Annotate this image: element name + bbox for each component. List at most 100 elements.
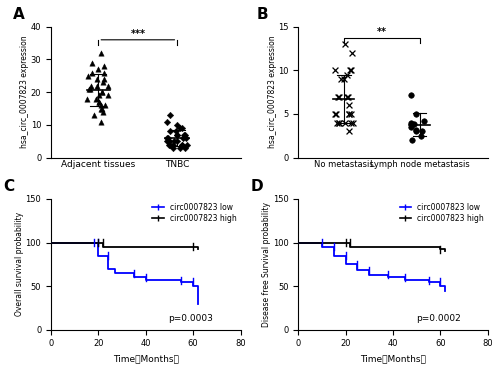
Point	[98, 105, 106, 111]
Point	[418, 128, 426, 134]
Point	[408, 92, 416, 98]
Point	[170, 145, 177, 151]
Point	[341, 120, 349, 126]
Point	[102, 102, 110, 108]
Point	[88, 70, 96, 75]
Text: A: A	[13, 7, 25, 22]
Point	[88, 60, 96, 65]
Point	[412, 127, 420, 133]
Point	[84, 96, 92, 102]
Point	[338, 76, 345, 82]
Point	[330, 111, 338, 117]
Text: C: C	[4, 179, 15, 194]
Point	[100, 70, 108, 75]
Point	[173, 132, 181, 138]
Text: ***: ***	[130, 29, 146, 39]
Point	[93, 83, 101, 88]
Point	[84, 73, 92, 79]
Point	[98, 50, 106, 56]
Y-axis label: Disease free Survival probability: Disease free Survival probability	[262, 202, 272, 327]
Text: p=0.0003: p=0.0003	[168, 314, 214, 323]
Point	[172, 122, 180, 128]
Text: p=0.0002: p=0.0002	[416, 314, 461, 323]
Point	[178, 142, 186, 148]
Point	[176, 145, 184, 151]
Y-axis label: hsa_circ_0007823 expression: hsa_circ_0007823 expression	[20, 36, 29, 148]
Point	[173, 138, 181, 144]
Point	[162, 138, 170, 144]
Point	[181, 145, 189, 151]
Point	[407, 120, 415, 126]
Point	[164, 138, 172, 144]
Point	[180, 132, 188, 138]
Point	[94, 66, 102, 72]
Point	[165, 142, 173, 148]
Point	[178, 142, 186, 148]
Point	[335, 94, 343, 100]
Point	[178, 125, 186, 131]
Point	[97, 105, 105, 111]
Point	[181, 132, 189, 138]
Point	[412, 128, 420, 134]
Point	[345, 111, 353, 117]
Point	[410, 121, 418, 127]
Point	[417, 133, 425, 139]
Point	[348, 50, 356, 56]
Point	[330, 67, 338, 73]
X-axis label: Time（Months）: Time（Months）	[113, 354, 178, 363]
Point	[420, 118, 428, 124]
Point	[179, 135, 187, 141]
Point	[92, 96, 100, 102]
Point	[408, 137, 416, 143]
Point	[348, 67, 356, 73]
Point	[97, 102, 105, 108]
Point	[172, 128, 179, 134]
X-axis label: Time（Months）: Time（Months）	[360, 354, 426, 363]
Text: B: B	[256, 7, 268, 22]
Point	[173, 132, 181, 138]
Point	[86, 86, 94, 92]
Point	[99, 80, 107, 85]
Point	[346, 102, 354, 108]
Point	[412, 111, 420, 117]
Point	[346, 111, 354, 117]
Point	[346, 67, 354, 73]
Legend: circ0007823 low, circ0007823 high: circ0007823 low, circ0007823 high	[152, 203, 236, 223]
Point	[166, 112, 174, 118]
Text: D: D	[251, 179, 264, 194]
Point	[96, 92, 104, 98]
Point	[104, 92, 112, 98]
Point	[100, 63, 108, 69]
Point	[332, 111, 340, 117]
Point	[94, 99, 102, 105]
Point	[170, 138, 178, 144]
Text: **: **	[376, 27, 386, 37]
Point	[166, 142, 174, 148]
Point	[408, 124, 416, 130]
Point	[182, 135, 190, 141]
Point	[164, 135, 172, 141]
Point	[100, 76, 108, 82]
Point	[87, 83, 95, 88]
Point	[162, 135, 170, 141]
Point	[340, 76, 348, 82]
Point	[345, 128, 353, 134]
Y-axis label: hsa_circ_0007823 expression: hsa_circ_0007823 expression	[268, 36, 276, 148]
Point	[346, 120, 354, 126]
Point	[344, 111, 352, 117]
Y-axis label: Overall survival probability: Overall survival probability	[15, 212, 24, 316]
Point	[162, 119, 170, 125]
Point	[176, 125, 184, 131]
Point	[86, 86, 94, 92]
Point	[183, 142, 191, 148]
Point	[98, 89, 106, 95]
Point	[334, 120, 342, 126]
Point	[343, 94, 351, 100]
Point	[94, 99, 102, 105]
Point	[348, 120, 356, 126]
Point	[344, 72, 351, 78]
Point	[104, 83, 112, 88]
Point	[170, 142, 177, 148]
Point	[344, 94, 352, 100]
Point	[342, 41, 349, 47]
